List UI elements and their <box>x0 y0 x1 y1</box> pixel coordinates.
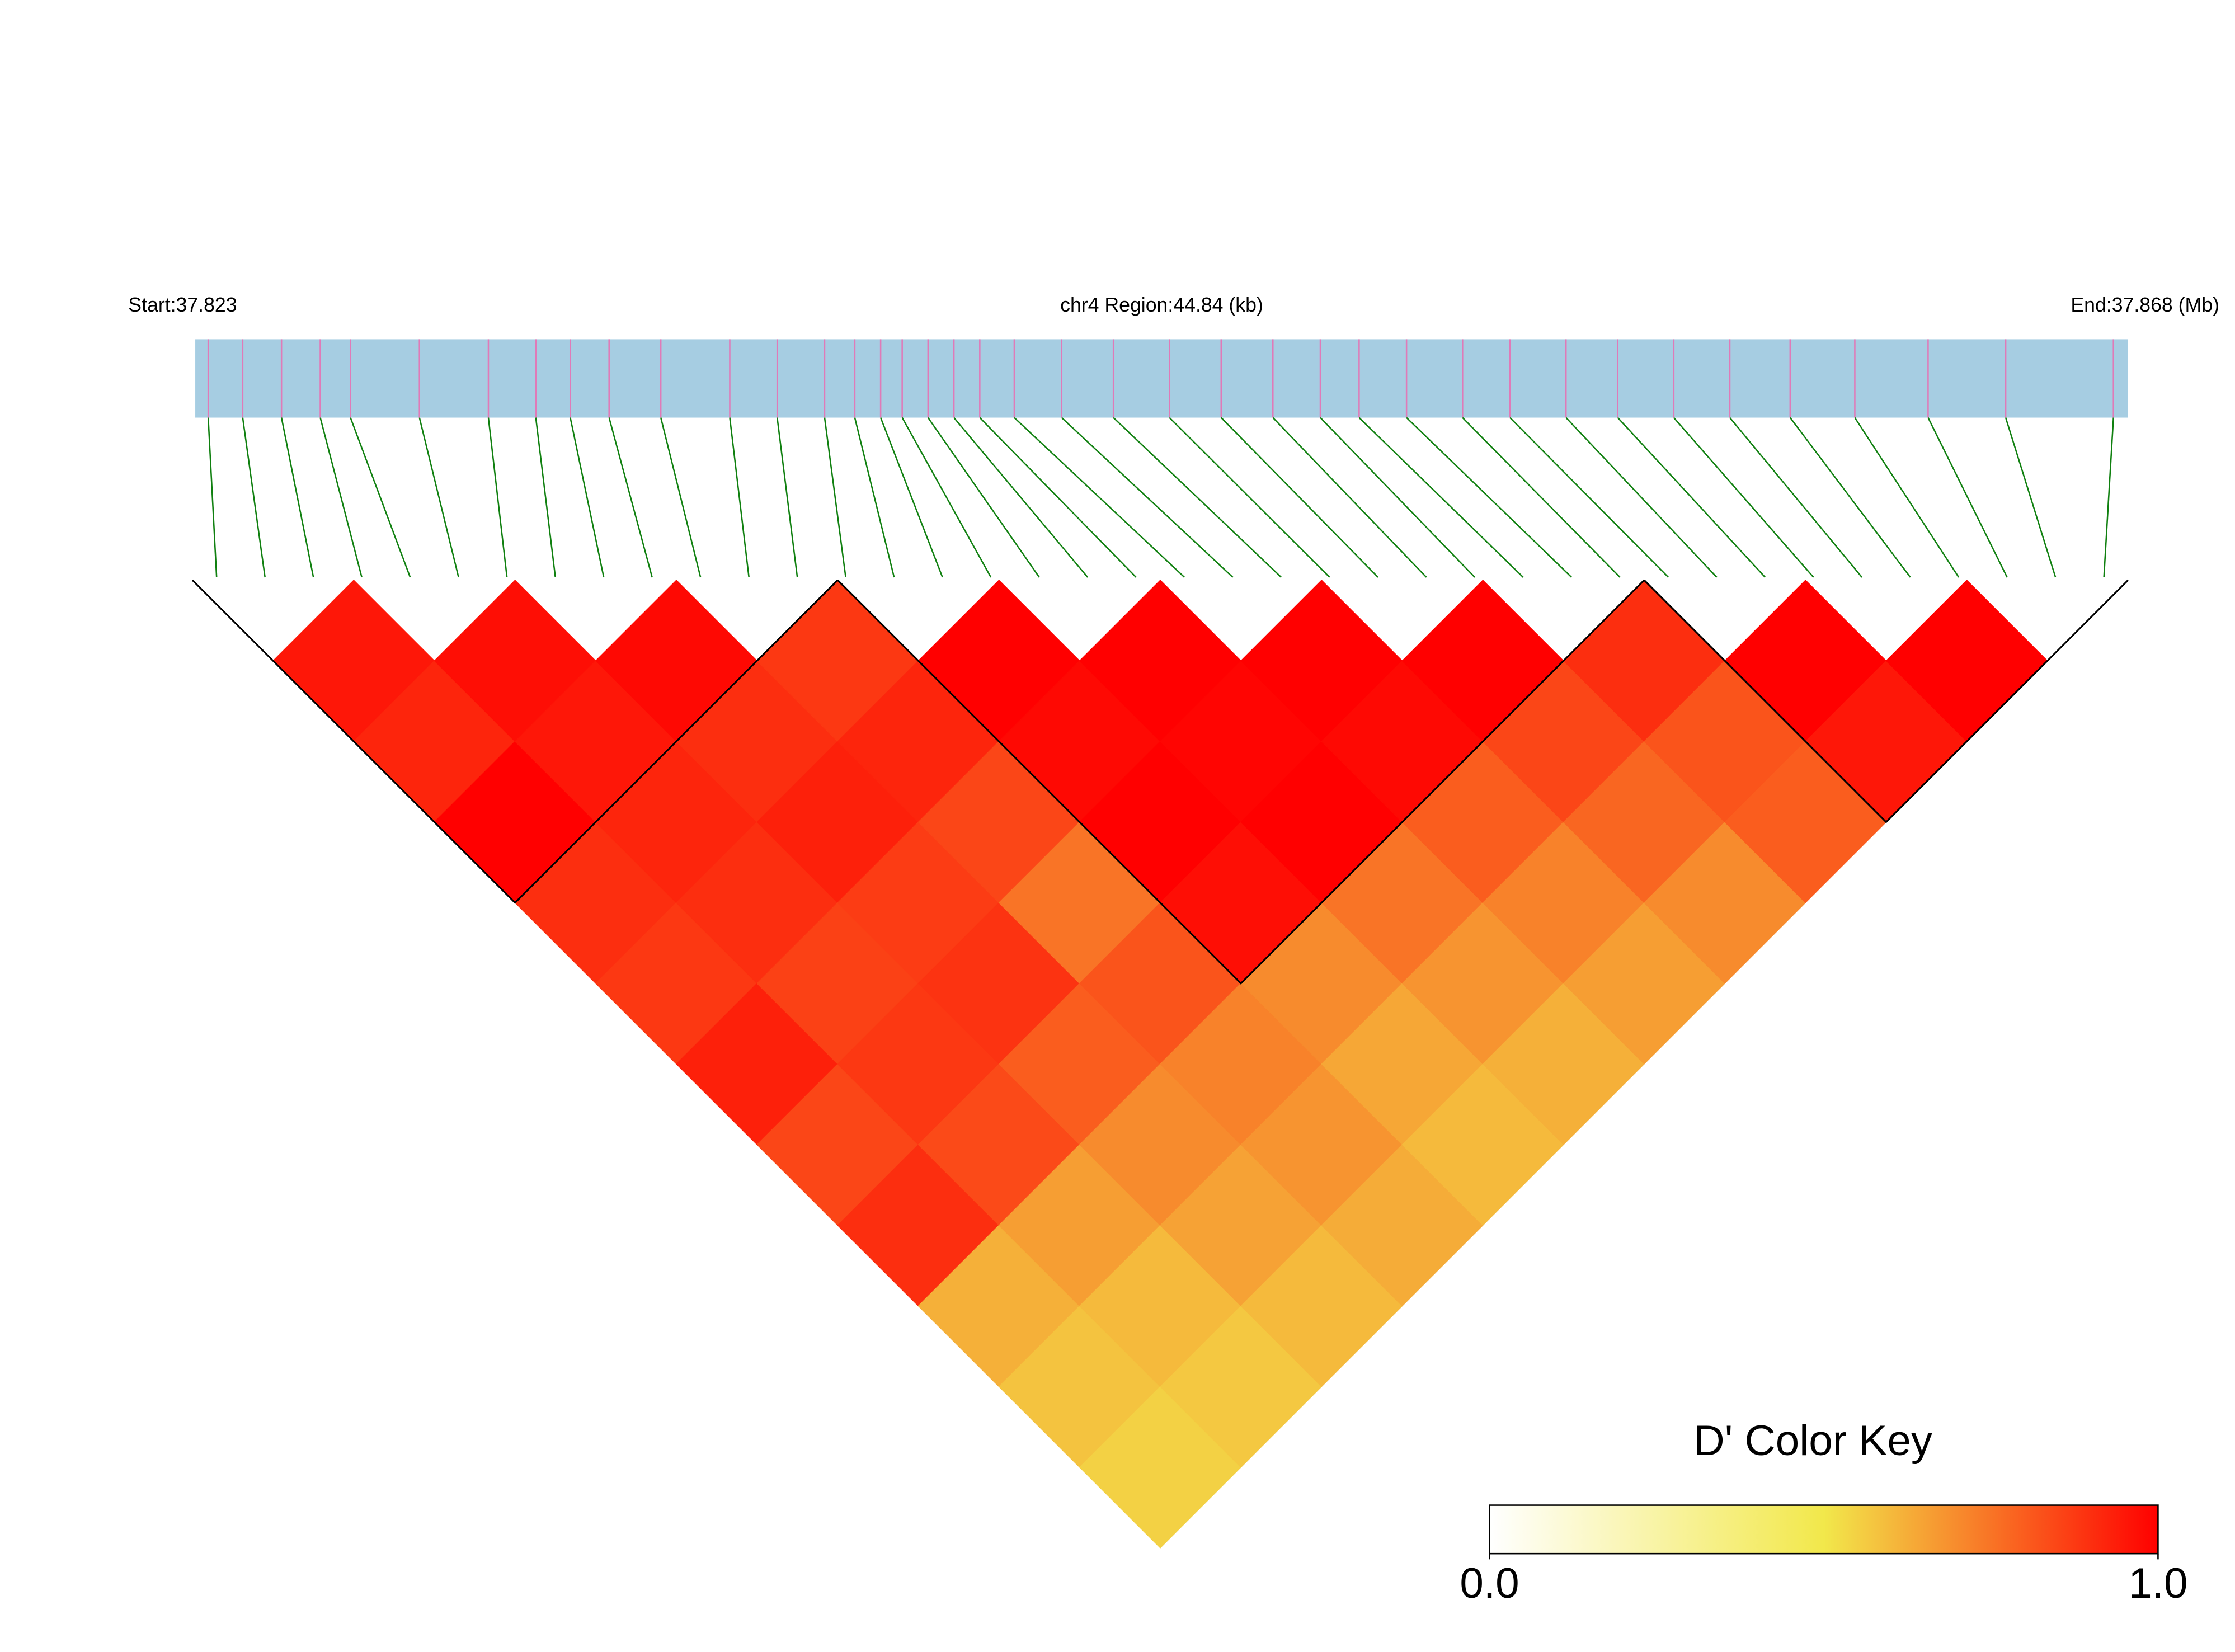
snp-connector <box>1565 417 1718 578</box>
snp-connector <box>1272 417 1427 578</box>
snp-connector <box>1358 417 1524 578</box>
snp-connector <box>1673 417 1814 578</box>
snp-connector <box>660 417 702 578</box>
region-label: chr4 Region:44.84 (kb) <box>1060 294 1263 316</box>
snp-connector <box>927 417 1040 578</box>
key-title: D' Color Key <box>1694 1417 1933 1465</box>
snp-connector <box>776 417 798 578</box>
snp-connector <box>280 417 314 578</box>
snp-connector <box>1113 417 1282 578</box>
snp-connector <box>242 417 266 578</box>
key-tick-label: 1.0 <box>2128 1560 2187 1607</box>
snp-connector <box>1854 417 1960 578</box>
ld-block <box>837 579 1645 985</box>
snp-connector <box>1169 417 1330 578</box>
snp-connector <box>1320 417 1476 578</box>
snp-connector <box>1729 417 1863 578</box>
snp-connector <box>953 417 1089 578</box>
snp-connector <box>1509 417 1669 578</box>
snp-connector <box>901 417 992 578</box>
snp-connector <box>824 417 846 578</box>
snp-connector <box>207 417 218 577</box>
snp-connector <box>854 417 895 578</box>
ld-block <box>1643 579 2129 823</box>
snp-connector <box>2005 417 2057 578</box>
snp-connector <box>729 417 750 578</box>
heatmap <box>272 580 2048 1549</box>
snp-connector <box>1462 417 1621 578</box>
ld-block <box>191 579 839 904</box>
start-label: Start:37.823 <box>128 294 237 316</box>
snp-connector <box>1061 417 1234 578</box>
snp-connector <box>1789 417 1911 578</box>
snp-connector <box>1220 417 1379 578</box>
snp-connector <box>1927 417 2008 578</box>
snp-connector <box>319 417 363 578</box>
snp-connector <box>1406 417 1573 578</box>
region-bar <box>195 339 2128 418</box>
color-key <box>1489 1504 2159 1555</box>
snp-connector <box>1014 417 1185 578</box>
end-label: End:37.868 (Mb) <box>2071 294 2219 316</box>
key-tick-label: 0.0 <box>1460 1560 1519 1607</box>
snp-connector <box>418 417 459 578</box>
snp-connector <box>608 417 653 578</box>
snp-connector <box>570 417 605 578</box>
snp-connector <box>979 417 1137 578</box>
snp-connector <box>1617 417 1766 578</box>
snp-connector <box>350 417 411 578</box>
snp-connector <box>2103 417 2114 577</box>
snp-connector <box>879 417 943 578</box>
snp-connector <box>535 417 556 578</box>
snp-connector <box>487 417 508 578</box>
